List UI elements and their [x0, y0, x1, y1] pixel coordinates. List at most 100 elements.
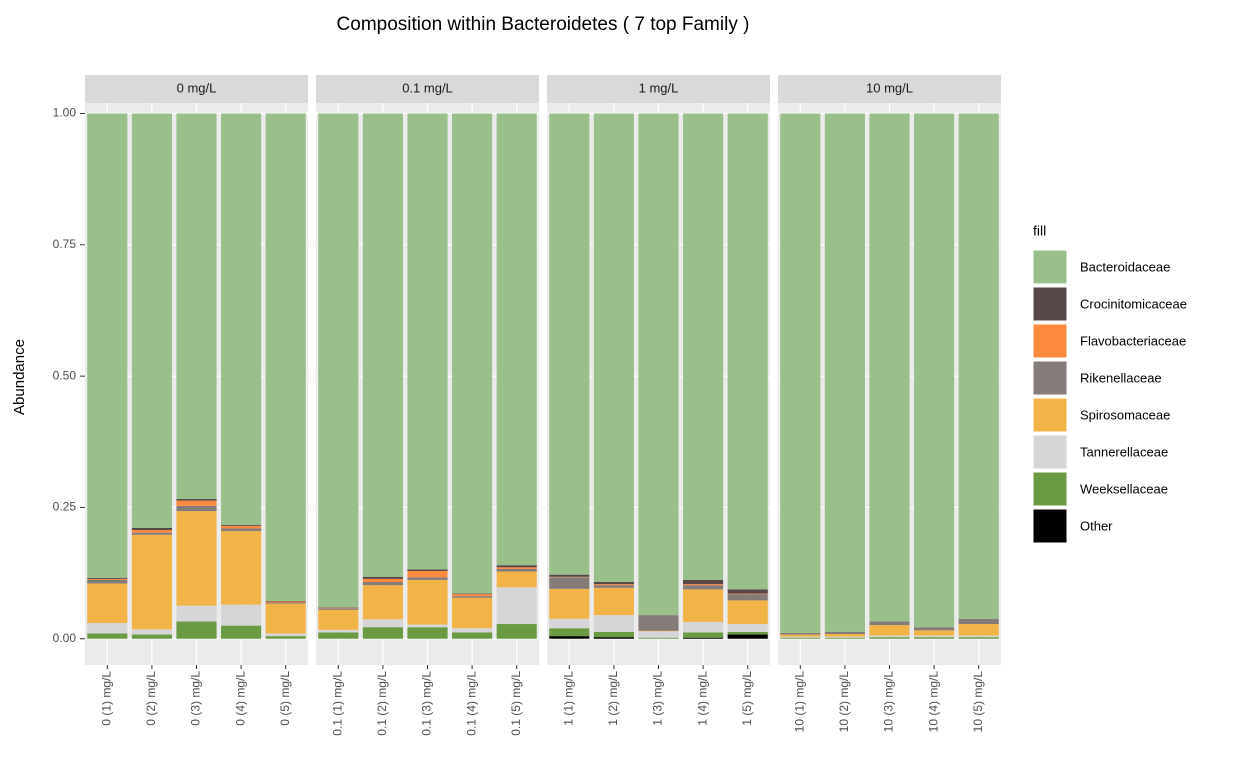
bar-segment [452, 597, 493, 629]
bar-segment [176, 511, 217, 606]
bar-segment [87, 577, 128, 579]
bar-segment [549, 574, 590, 577]
bar-segment [869, 635, 910, 638]
bar-segment [265, 636, 306, 639]
facet-strip [547, 75, 770, 103]
bar-segment [727, 631, 768, 635]
bar-segment [780, 634, 821, 637]
bar-segment [131, 534, 172, 630]
bar-segment [452, 593, 493, 595]
facet-strip [316, 75, 539, 103]
legend-key [1032, 397, 1068, 433]
bar-segment [407, 624, 448, 628]
x-tick-label: 1 (5) mg/L [740, 671, 754, 726]
x-tick-label: 0.1 (2) mg/L [375, 671, 389, 736]
bar-segment [176, 499, 217, 501]
x-tick-label: 0 (5) mg/L [278, 671, 292, 726]
bar-segment [593, 584, 634, 586]
bar-segment [869, 637, 910, 639]
x-tick-label: 0.1 (3) mg/L [420, 671, 434, 736]
bar-segment [362, 585, 403, 620]
legend-label: Other [1080, 518, 1113, 533]
bar-segment [87, 113, 128, 578]
x-tick-label: 1 (3) mg/L [651, 671, 665, 726]
bar-segment [362, 627, 403, 639]
bar-segment [593, 637, 634, 639]
bar-segment [727, 589, 768, 594]
bar-segment [362, 619, 403, 628]
bar-segment [407, 627, 448, 639]
bar-segment [407, 569, 448, 571]
x-tick-label: 0.1 (1) mg/L [330, 671, 344, 736]
bar-segment [131, 113, 172, 528]
bar-segment [407, 570, 448, 578]
facet-strip [85, 75, 308, 103]
legend-key [1032, 323, 1068, 359]
bar-segment [727, 593, 768, 595]
legend-key [1032, 471, 1068, 507]
y-tick-label: 0.00 [53, 631, 77, 645]
legend-label: Flavobacteriaceae [1080, 333, 1186, 348]
bar-segment [221, 524, 262, 526]
bar-segment [362, 578, 403, 583]
x-tick-label: 0.1 (4) mg/L [464, 671, 478, 736]
y-axis-label: Abundance [11, 339, 28, 415]
bar-segment [265, 113, 306, 601]
bar-segment [221, 625, 262, 639]
x-tick-label: 0 (4) mg/L [233, 671, 247, 726]
bar-segment [780, 113, 821, 633]
facet-label: 1 mg/L [639, 80, 679, 95]
bar-segment [318, 629, 359, 633]
bar-segment [221, 525, 262, 529]
facet-label: 0 mg/L [177, 80, 217, 95]
bar-segment [452, 594, 493, 597]
bar-segment [407, 579, 448, 625]
bar-segment [496, 113, 537, 566]
bar-segment [958, 635, 999, 638]
bar-segment [176, 505, 217, 512]
bar-segment [549, 628, 590, 637]
chart-title: Composition within Bacteroidetes ( 7 top… [337, 14, 750, 35]
bar-segment [87, 578, 128, 580]
bar-segment [87, 633, 128, 639]
facet-label: 10 mg/L [866, 80, 913, 95]
legend-title: fill [1033, 223, 1046, 239]
bar-segment [727, 600, 768, 625]
bar-segment [683, 621, 724, 633]
bar-segment [683, 584, 724, 586]
bar-segment [869, 621, 910, 626]
bar-segment [683, 113, 724, 580]
bar-segment [131, 532, 172, 535]
bar-segment [496, 567, 537, 569]
bar-segment [318, 113, 359, 608]
x-tick-label: 0 (1) mg/L [99, 671, 113, 726]
bar-segment [362, 576, 403, 579]
bar-segment [318, 607, 359, 608]
facet-strip [778, 75, 1001, 103]
bar-segment [549, 636, 590, 639]
x-tick-label: 10 (3) mg/L [882, 671, 896, 733]
bar-segment [131, 527, 172, 531]
bar-segment [593, 582, 634, 585]
legend-label: Tannerellaceae [1080, 444, 1168, 459]
x-tick-label: 1 (4) mg/L [695, 671, 709, 726]
bar-segment [265, 602, 306, 604]
legend-label: Weeksellaceae [1080, 481, 1168, 496]
y-tick-label: 0.25 [53, 500, 77, 514]
bar-segment [914, 113, 955, 628]
bar-segment [265, 601, 306, 603]
bar-segment [914, 635, 955, 638]
bar-segment [407, 577, 448, 580]
bar-segment [549, 113, 590, 575]
bar-segment [131, 629, 172, 635]
y-tick-label: 0.75 [53, 237, 77, 251]
bar-segment [638, 113, 679, 616]
bar-segment [318, 607, 359, 609]
bar-segment [780, 637, 821, 639]
bar-segment [496, 565, 537, 568]
bar-segment [87, 579, 128, 584]
bar-segment [593, 113, 634, 583]
bar-segment [593, 631, 634, 638]
legend-key [1032, 249, 1068, 285]
bar-segment [727, 594, 768, 601]
